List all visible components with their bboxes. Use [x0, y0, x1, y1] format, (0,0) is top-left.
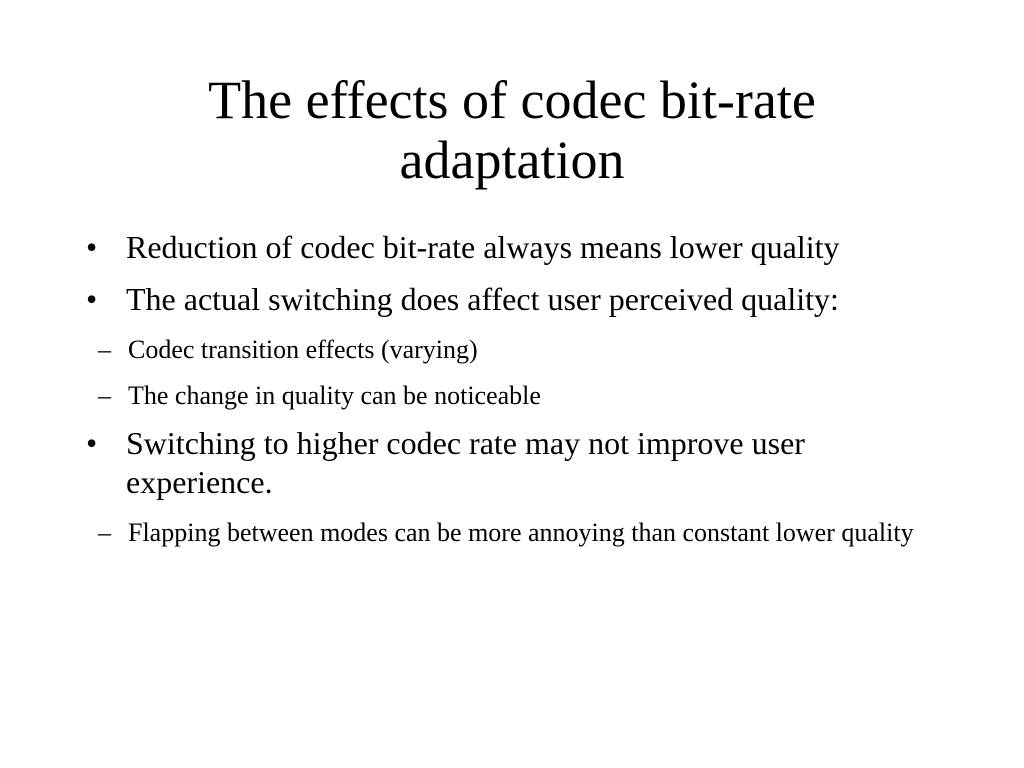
sub-bullet-text: Flapping between modes can be more annoy… [128, 518, 914, 547]
bullet: The actual switching does affect user pe… [84, 280, 914, 319]
slide-title: The effects of codec bit-rate adaptation [208, 70, 816, 190]
sub-bullet-text: Codec transition effects (varying) [128, 335, 478, 364]
sub-bullet: – Flapping between modes can be more anno… [98, 515, 914, 550]
sub-bullet: – The change in quality can be noticeable [98, 378, 914, 413]
sub-list: – Codec transition effects (varying) – The … [42, 332, 914, 413]
bullet: Switching to higher codec rate may not i… [84, 424, 914, 502]
dash: – [98, 518, 111, 547]
bullet-list: Reduction of codec bit-rate always means… [84, 228, 914, 561]
dash: – [98, 381, 111, 410]
sub-bullet-text: The change in quality can be noticeable [128, 381, 541, 410]
dash: – [98, 335, 111, 364]
sub-bullet: – Codec transition effects (varying) [98, 332, 914, 367]
bullet: Reduction of codec bit-rate always means… [84, 228, 914, 267]
sub-list: – Flapping between modes can be more anno… [42, 515, 914, 550]
